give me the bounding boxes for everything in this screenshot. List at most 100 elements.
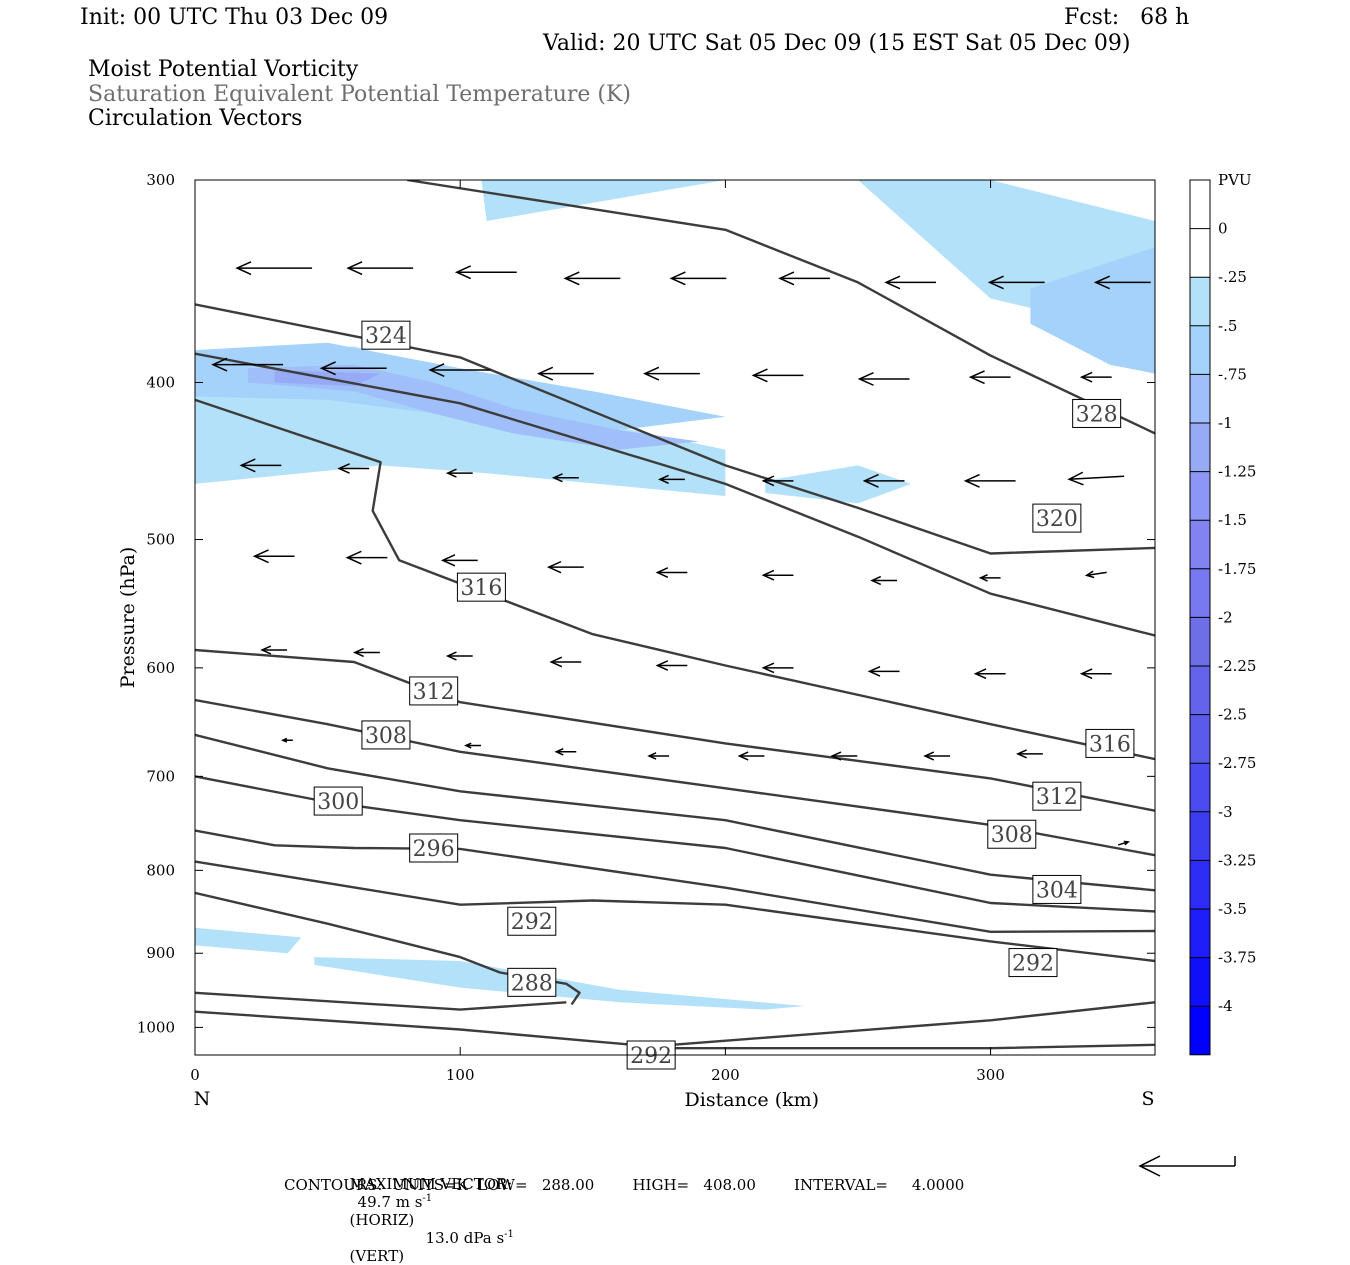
colorbar-label-0: 0 [1218, 220, 1228, 238]
vector-41 [761, 662, 794, 674]
vector-15 [857, 371, 910, 386]
y-axis-label: Pressure (hPa) [117, 547, 139, 689]
vector-48 [554, 747, 577, 756]
forecast-hour: Fcst: 68 h [1064, 5, 1190, 30]
vector-27 [252, 549, 295, 564]
contour-line-320-2 [195, 352, 1155, 637]
vector-40 [655, 660, 688, 671]
vector-47 [464, 742, 481, 749]
colorbar-swatch-5 [1190, 423, 1210, 472]
vector-17 [1079, 371, 1112, 383]
vector-52 [923, 751, 951, 761]
x-end-label-right: S [1141, 1088, 1154, 1110]
x-tick-label-300: 300 [976, 1066, 1005, 1084]
max-vector-line: MAXIMUM VECTOR: 49.7 m s-1 (HORIZ) 13.0 … [340, 1157, 514, 1265]
max-horiz-value: 49.7 m s [357, 1193, 423, 1211]
vector-3 [563, 271, 621, 286]
vector-11 [428, 363, 491, 378]
valid-time: Valid: 20 UTC Sat 05 Dec 09 (15 EST Sat … [543, 31, 1131, 56]
colorbar-swatch-12 [1190, 763, 1210, 812]
colorbar-label-2: -.5 [1218, 317, 1237, 335]
y-tick-label-500: 500 [146, 531, 175, 549]
contour-label-316-3: 316 [456, 572, 506, 602]
vector-33 [870, 575, 898, 586]
y-tick-label-800: 800 [146, 861, 175, 879]
vector-53 [1016, 749, 1043, 759]
vector-20 [445, 468, 473, 478]
contours-info-line: CONTOURS: UNITS=K LOW= 288.00 HIGH= 408.… [284, 1176, 965, 1194]
colorbar-label-8: -2 [1218, 608, 1233, 626]
contour-line-288-14 [195, 891, 581, 1006]
colorbar-swatch-11 [1190, 714, 1210, 764]
pv-region-2 [765, 465, 911, 504]
colorbar-label-12: -3 [1218, 803, 1233, 821]
contour-label-text: 316 [1089, 732, 1131, 757]
y-tick-label-300: 300 [146, 171, 175, 189]
contour-label-text: 316 [460, 576, 502, 601]
contour-label-layer: 3283243203163163123123083083043002962922… [313, 320, 1135, 1070]
vector-18 [239, 458, 282, 473]
colorbar-swatch-4 [1190, 374, 1210, 423]
colorbar-swatch-7 [1190, 520, 1210, 569]
colorbar-label-4: -1 [1218, 414, 1233, 432]
contour-line-304-9 [195, 733, 1155, 892]
contour-label-304-9: 304 [1032, 874, 1082, 904]
vert-tag: (VERT) [349, 1247, 405, 1265]
colorbar-swatch-16 [1190, 957, 1210, 1007]
vector-34 [978, 574, 1001, 582]
contour-label-320-2: 320 [1032, 503, 1082, 533]
contour-label-312-5: 312 [409, 676, 459, 706]
reference-vector [1138, 1155, 1236, 1177]
colorbar-label-11: -2.75 [1218, 754, 1256, 772]
contour-label-text: 296 [413, 837, 455, 862]
pv-region-3 [195, 927, 302, 954]
y-tick-label-400: 400 [146, 373, 175, 391]
x-tick-label-100: 100 [446, 1066, 475, 1084]
vector-49 [647, 752, 670, 760]
vector-25 [963, 473, 1016, 488]
colorbar: 0 -.25 -.5 -.75 -1 -1.25 -1.5 -1.75 -2 -2.25 -2.5 -… [1189, 171, 1256, 1056]
reference-vector-head [1138, 1155, 1161, 1177]
vector-45 [280, 737, 293, 743]
contour-label-text: 324 [365, 324, 407, 349]
contour-label-292-13: 292 [507, 906, 557, 936]
vector-29 [440, 554, 478, 567]
theta-es-contour-layer [195, 180, 1155, 1050]
contour-label-text: 320 [1036, 507, 1078, 532]
field-title-theta-es: Saturation Equivalent Potential Temperat… [88, 82, 631, 107]
vector-24 [862, 473, 905, 488]
x-axis-label: Distance (km) [685, 1089, 820, 1111]
vector-4 [669, 271, 727, 286]
max-vector-label: MAXIMUM VECTOR: [349, 1175, 513, 1193]
vector-9 [211, 357, 284, 372]
vector-39 [549, 656, 582, 668]
contour-label-text: 292 [630, 1044, 672, 1069]
contour-label-312-6: 312 [1032, 781, 1082, 811]
field-title-mpv: Moist Potential Vorticity [88, 57, 359, 82]
pv-region-0 [481, 180, 1155, 338]
contour-line-328-0 [407, 180, 1155, 435]
contour-label-text: 292 [1012, 952, 1054, 977]
vector-38 [445, 651, 473, 661]
vector-35 [1084, 570, 1107, 579]
vector-7 [987, 275, 1045, 290]
y-tick-label-1000: 1000 [137, 1018, 175, 1036]
vector-43 [973, 668, 1006, 680]
vector-13 [643, 366, 700, 381]
colorbar-swatch-10 [1190, 666, 1210, 715]
contour-label-text: 292 [511, 910, 553, 935]
colorbar-label-3: -.75 [1218, 365, 1247, 383]
vector-44 [1079, 668, 1112, 680]
colorbar-label-1: -.25 [1218, 268, 1247, 286]
colorbar-swatch-17 [1190, 1006, 1210, 1055]
contour-line-312-5 [195, 648, 1155, 812]
pv-region-6 [1030, 247, 1155, 374]
vector-23 [761, 475, 794, 487]
colorbar-label-9: -2.25 [1218, 657, 1256, 675]
colorbar-label-7: -1.75 [1218, 560, 1256, 578]
colorbar-label-14: -3.5 [1218, 900, 1247, 918]
x-end-label-left: N [194, 1088, 211, 1110]
vector-32 [761, 569, 794, 581]
vector-10 [319, 361, 387, 376]
y-tick-label-600: 600 [146, 659, 175, 677]
